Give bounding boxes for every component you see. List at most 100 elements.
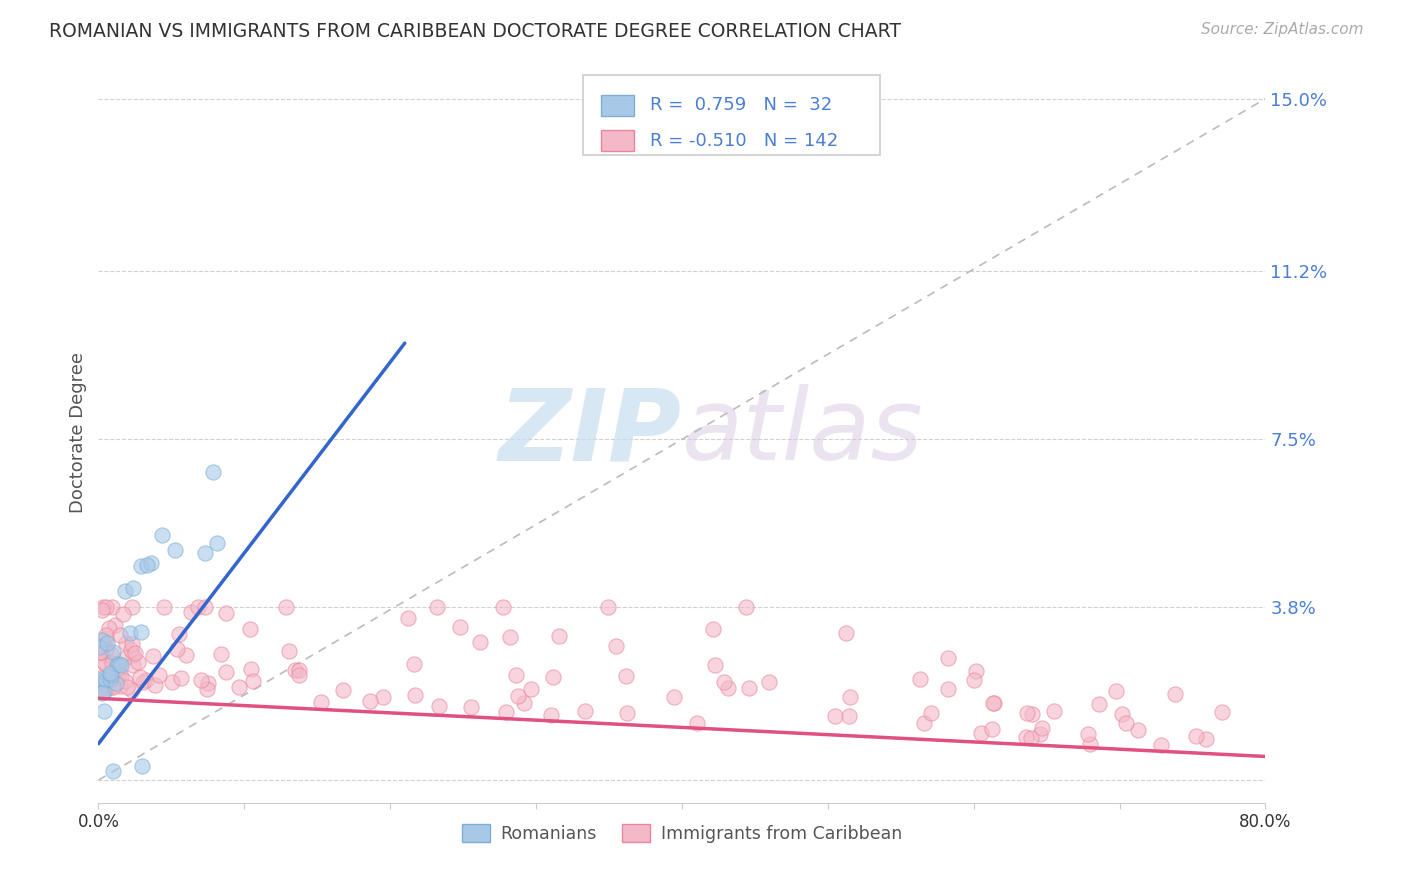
- Point: [90, 681, 112, 695]
- Point: [129, 558, 152, 573]
- Legend: Romanians, Immigrants from Caribbean: Romanians, Immigrants from Caribbean: [456, 817, 908, 850]
- Point: [1021, 707, 1043, 722]
- Point: [1088, 698, 1111, 712]
- Point: [228, 681, 250, 695]
- Point: [112, 607, 135, 622]
- Point: [839, 690, 862, 704]
- Point: [152, 600, 174, 615]
- Point: [908, 673, 931, 687]
- Point: [87, 640, 110, 655]
- Point: [104, 676, 127, 690]
- Point: [912, 716, 935, 731]
- Point: [1017, 706, 1039, 720]
- Point: [121, 682, 143, 697]
- Point: [129, 669, 152, 683]
- Point: [194, 600, 217, 615]
- Point: [121, 658, 143, 673]
- Point: [120, 643, 142, 657]
- Point: [107, 657, 129, 672]
- Point: [131, 759, 153, 773]
- Point: [190, 673, 212, 688]
- Point: [495, 706, 517, 720]
- Point: [460, 700, 482, 714]
- Point: [1019, 731, 1042, 746]
- Point: [104, 617, 127, 632]
- Point: [288, 668, 311, 682]
- Point: [758, 674, 780, 689]
- Point: [94, 673, 117, 688]
- Point: [717, 681, 740, 696]
- Point: [195, 681, 218, 696]
- Point: [215, 665, 238, 680]
- Point: [98, 621, 121, 635]
- Point: [541, 670, 564, 684]
- Point: [93, 705, 115, 719]
- Point: [491, 600, 513, 615]
- Point: [129, 624, 152, 639]
- Point: [96, 673, 118, 687]
- Point: [117, 681, 139, 695]
- Point: [121, 637, 143, 651]
- Point: [127, 655, 149, 669]
- Point: [96, 628, 118, 642]
- Point: [108, 657, 131, 671]
- Point: [1014, 730, 1036, 744]
- Point: [499, 630, 522, 644]
- Point: [371, 690, 394, 704]
- Point: [239, 623, 262, 637]
- Point: [93, 657, 115, 672]
- Point: [605, 639, 627, 653]
- Point: [1195, 731, 1218, 746]
- Point: [94, 642, 117, 657]
- Point: [174, 648, 197, 662]
- Point: [1111, 707, 1133, 722]
- Point: [1043, 704, 1066, 718]
- Point: [838, 709, 860, 723]
- Point: [209, 647, 232, 661]
- Point: [936, 651, 959, 665]
- Point: [1077, 727, 1099, 741]
- Point: [166, 641, 188, 656]
- FancyBboxPatch shape: [582, 75, 880, 155]
- Point: [101, 680, 124, 694]
- Point: [94, 600, 117, 615]
- Point: [965, 664, 987, 678]
- Point: [824, 708, 846, 723]
- FancyBboxPatch shape: [602, 130, 634, 151]
- Point: [1211, 705, 1233, 719]
- Point: [122, 648, 145, 662]
- Point: [574, 704, 596, 718]
- Point: [135, 673, 157, 687]
- Point: [100, 600, 122, 615]
- Point: [136, 558, 159, 572]
- Y-axis label: Doctorate Degree: Doctorate Degree: [69, 352, 87, 513]
- FancyBboxPatch shape: [602, 95, 634, 116]
- Point: [121, 600, 143, 615]
- Point: [1028, 727, 1050, 741]
- Point: [87, 674, 110, 689]
- Point: [114, 651, 136, 665]
- Point: [94, 631, 117, 645]
- Point: [713, 674, 735, 689]
- Point: [139, 556, 162, 570]
- Point: [359, 694, 381, 708]
- Point: [100, 680, 122, 694]
- Text: ZIP: ZIP: [499, 384, 682, 481]
- Point: [150, 527, 173, 541]
- Point: [90, 672, 112, 686]
- Point: [287, 663, 309, 677]
- Point: [734, 600, 756, 615]
- Point: [1031, 721, 1053, 735]
- Point: [90, 645, 112, 659]
- Point: [404, 657, 426, 672]
- Point: [124, 646, 146, 660]
- Point: [311, 695, 333, 709]
- Point: [1126, 723, 1149, 737]
- Point: [104, 658, 127, 673]
- Point: [187, 600, 209, 615]
- Point: [277, 644, 299, 658]
- Point: [93, 655, 115, 669]
- Point: [142, 648, 165, 663]
- Point: [114, 584, 136, 599]
- Point: [96, 636, 118, 650]
